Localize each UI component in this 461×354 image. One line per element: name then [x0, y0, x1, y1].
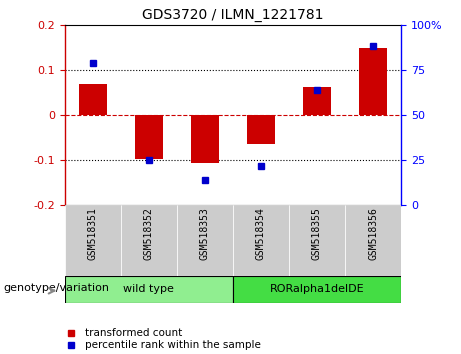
Text: wild type: wild type	[123, 284, 174, 295]
Bar	[233, 276, 401, 303]
Bar	[65, 205, 121, 276]
Bar	[289, 205, 345, 276]
Text: transformed count: transformed count	[85, 328, 182, 338]
Bar	[303, 87, 331, 115]
Bar	[359, 48, 387, 115]
Bar	[65, 276, 233, 303]
Text: GSM518355: GSM518355	[312, 207, 322, 260]
Title: GDS3720 / ILMN_1221781: GDS3720 / ILMN_1221781	[142, 8, 324, 22]
Text: percentile rank within the sample: percentile rank within the sample	[85, 340, 260, 350]
Bar	[247, 115, 275, 144]
Bar	[121, 205, 177, 276]
Text: GSM518354: GSM518354	[256, 207, 266, 260]
Text: GSM518351: GSM518351	[88, 207, 98, 260]
Bar	[135, 115, 163, 159]
Text: RORalpha1delDE: RORalpha1delDE	[270, 284, 364, 295]
Bar	[233, 205, 289, 276]
Text: GSM518356: GSM518356	[368, 207, 378, 260]
Text: GSM518353: GSM518353	[200, 207, 210, 260]
Text: GSM518352: GSM518352	[144, 207, 154, 260]
Bar	[345, 205, 401, 276]
Bar	[78, 84, 106, 115]
Text: genotype/variation: genotype/variation	[3, 283, 109, 293]
Bar	[177, 205, 233, 276]
Bar	[191, 115, 219, 163]
